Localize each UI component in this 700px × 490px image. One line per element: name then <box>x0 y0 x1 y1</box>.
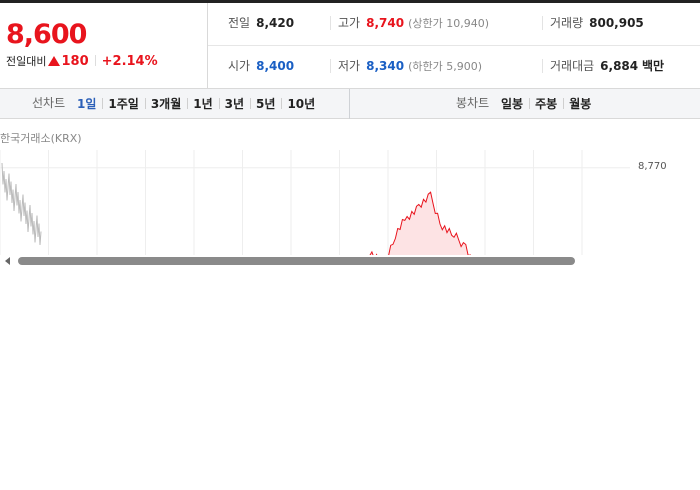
stat-divider <box>542 59 543 73</box>
chart-toolbar: 선차트 1일 1주일 3개월 1년 3년 5년 10년 봉차트 일봉 주봉 월봉 <box>0 89 700 119</box>
scroll-left-arrow-icon[interactable] <box>5 257 10 265</box>
tab-period-5[interactable]: 5년 <box>250 95 281 112</box>
tab-candle-1[interactable]: 주봉 <box>529 95 563 112</box>
up-triangle-icon <box>48 56 61 66</box>
stat-label: 시가 <box>228 59 251 73</box>
top-border <box>0 0 700 3</box>
chart-scrollbar[interactable] <box>0 255 700 268</box>
price-area-fill <box>325 192 630 255</box>
stat-label: 거래대금 <box>550 59 595 73</box>
stat-label: 고가 <box>338 16 361 30</box>
stat-prev-close: 전일 8,420 <box>228 3 294 46</box>
price-chart[interactable]: 8,7708,6498,528 <box>0 150 700 255</box>
tab-period-6[interactable]: 10년 <box>281 95 321 112</box>
stat-unit: 백만 <box>641 59 665 73</box>
stat-label: 저가 <box>338 59 361 73</box>
line-chart-label: 선차트 <box>32 96 66 110</box>
stats-row-2: 시가 8,400 저가 8,340 (하한가 5,900) 거래대금 6,884 백만 <box>208 46 700 89</box>
stat-divider <box>330 59 331 73</box>
stat-value: 800,905 <box>589 16 644 30</box>
stat-divider <box>330 16 331 30</box>
tab-period-4[interactable]: 3년 <box>218 95 250 112</box>
change-amount: 180 <box>61 54 89 69</box>
stat-open: 시가 8,400 <box>228 46 294 89</box>
chart-canvas <box>0 150 630 255</box>
current-price: 8,600 <box>6 19 87 50</box>
scroll-thumb[interactable] <box>18 257 575 265</box>
tab-candle-2[interactable]: 월봉 <box>563 95 597 112</box>
price-box: 8,600 전일대비 180 +2.14% <box>0 3 208 89</box>
stats-row-1: 전일 8,420 고가 8,740 (상한가 10,940) 거래량 800,905 <box>208 3 700 46</box>
data-source-label: 한국거래소(KRX) <box>0 132 82 145</box>
line-chart-periods: 선차트 1일 1주일 3개월 1년 3년 5년 10년 <box>0 89 350 119</box>
stat-label: 거래량 <box>550 16 584 30</box>
y-tick-label: 8,770 <box>638 160 667 172</box>
candle-chart-periods: 봉차트 일봉 주봉 월봉 <box>351 89 700 119</box>
stat-volume: 거래량 800,905 <box>550 3 644 46</box>
stat-value: 8,420 <box>256 16 295 30</box>
candle-chart-label: 봉차트 <box>456 96 490 110</box>
stat-divider <box>542 16 543 30</box>
tab-period-1[interactable]: 1주일 <box>102 95 144 112</box>
upper-limit: (상한가 10,940) <box>408 17 489 30</box>
stat-value: 8,340 <box>366 59 405 73</box>
lower-limit: (하한가 5,900) <box>408 60 482 73</box>
stat-low: 저가 8,340 (하한가 5,900) <box>338 46 482 89</box>
period-tab-list: 1일 1주일 3개월 1년 3년 5년 10년 <box>71 89 321 118</box>
stats-table: 전일 8,420 고가 8,740 (상한가 10,940) 거래량 800,905 시… <box>208 3 700 89</box>
tab-period-2[interactable]: 3개월 <box>144 95 187 112</box>
candle-tab-list: 일봉 주봉 월봉 <box>495 89 597 118</box>
tab-period-3[interactable]: 1년 <box>187 95 218 112</box>
quote-summary: 8,600 전일대비 180 +2.14% 전일 8,420 고가 8,740 (상한가 … <box>0 3 700 89</box>
stat-high: 고가 8,740 (상한가 10,940) <box>338 3 489 46</box>
previous-price-line <box>1 162 42 246</box>
stat-trade-value: 거래대금 6,884 백만 <box>550 46 664 89</box>
stat-value: 8,740 <box>366 16 405 30</box>
change-row: 전일대비 180 +2.14% <box>6 53 158 69</box>
stat-value: 6,884 <box>600 59 639 73</box>
tab-candle-0[interactable]: 일봉 <box>501 97 524 111</box>
change-label: 전일대비 <box>6 55 47 68</box>
change-divider <box>94 55 96 66</box>
price-line <box>369 191 472 255</box>
stat-label: 전일 <box>228 16 251 30</box>
change-percent: +2.14% <box>101 54 158 69</box>
tab-period-0[interactable]: 1일 <box>77 97 97 111</box>
stat-value: 8,400 <box>256 59 295 73</box>
